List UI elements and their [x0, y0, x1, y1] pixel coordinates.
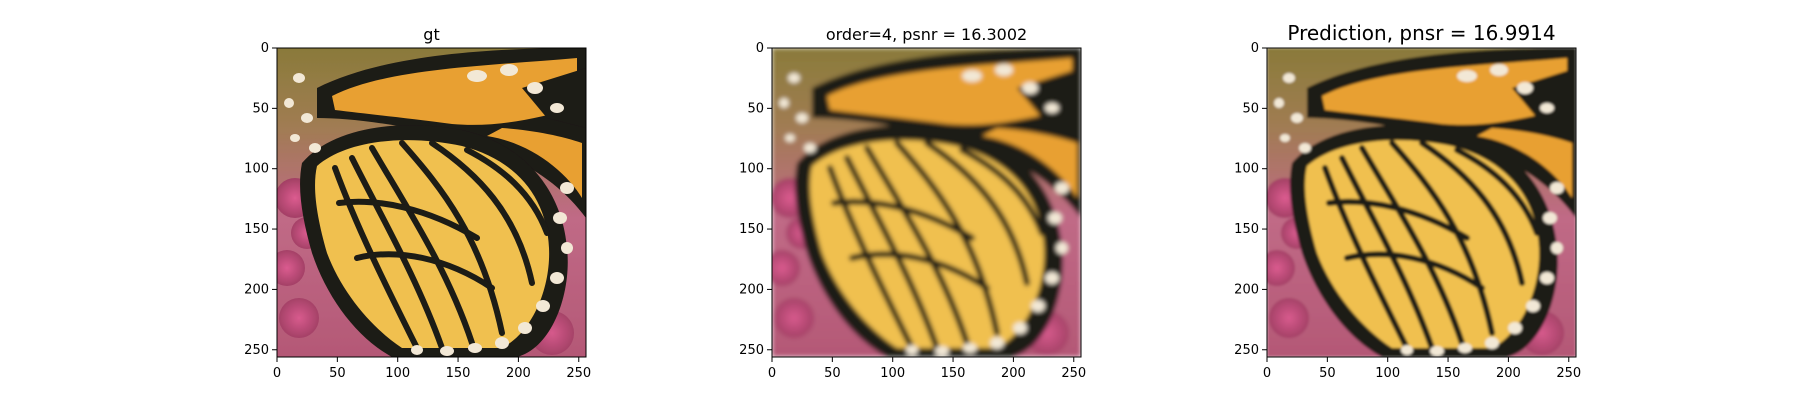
- panel-title: gt: [423, 25, 439, 44]
- x-tick-label: 250: [566, 366, 591, 381]
- axes-frame: [771, 47, 1082, 358]
- y-tick-label: 250: [1234, 343, 1259, 358]
- x-tick-label: 150: [1436, 366, 1461, 381]
- x-tick-label: 150: [941, 366, 966, 381]
- y-tick-label: 50: [252, 101, 269, 116]
- x-tick-label: 100: [385, 366, 410, 381]
- axes-frame: [276, 47, 587, 358]
- x-tick-label: 100: [1375, 366, 1400, 381]
- x-tick-label: 150: [446, 366, 471, 381]
- panels: gt0 50 100 150 200 250050100150200250order=4,…: [244, 21, 1581, 381]
- x-tick-label: 0: [768, 366, 776, 381]
- y-tick-label: 100: [1234, 162, 1259, 177]
- y-tick-label: 50: [747, 101, 764, 116]
- y-tick-label: 0: [756, 41, 764, 56]
- x-tick-label: 200: [1496, 366, 1521, 381]
- x-tick-label: 200: [506, 366, 531, 381]
- panel-2: order=4, psnr = 16.3002 0 50 100 150 200 250 0 5…: [739, 25, 1086, 381]
- panel-1: gt 0 50 100 150 200 250 0 50 100 150 200 250: [244, 25, 591, 381]
- y-tick-label: 50: [1242, 101, 1259, 116]
- x-tick-label: 50: [329, 366, 346, 381]
- panel-image: [1266, 47, 1577, 358]
- y-tick-label: 150: [739, 222, 764, 237]
- y-tick-label: 200: [244, 282, 269, 297]
- x-tick-label: 50: [1319, 366, 1336, 381]
- x-tick-label: 50: [824, 366, 841, 381]
- y-tick-label: 200: [739, 282, 764, 297]
- y-tick-label: 200: [1234, 282, 1259, 297]
- y-tick-label: 0: [261, 41, 269, 56]
- y-tick-label: 250: [244, 343, 269, 358]
- x-tick-label: 0: [273, 366, 281, 381]
- x-tick-label: 250: [1556, 366, 1581, 381]
- panel-image: [276, 47, 587, 358]
- y-tick-label: 100: [739, 162, 764, 177]
- y-tick-label: 150: [1234, 222, 1259, 237]
- panel-title: order=4, psnr = 16.3002: [826, 25, 1027, 44]
- panel-image: [771, 47, 1082, 358]
- x-tick-label: 250: [1061, 366, 1086, 381]
- x-tick-label: 0: [1263, 366, 1271, 381]
- panel-title: Prediction, pnsr = 16.9914: [1287, 21, 1555, 45]
- axes-frame: [1266, 47, 1577, 358]
- x-tick-label: 100: [880, 366, 905, 381]
- x-tick-label: 200: [1001, 366, 1026, 381]
- y-tick-label: 0: [1251, 41, 1259, 56]
- y-tick-label: 150: [244, 222, 269, 237]
- y-tick-label: 250: [739, 343, 764, 358]
- panel-3: Prediction, pnsr = 16.9914 0 50 100 150 200 25…: [1234, 21, 1581, 381]
- y-tick-label: 100: [244, 162, 269, 177]
